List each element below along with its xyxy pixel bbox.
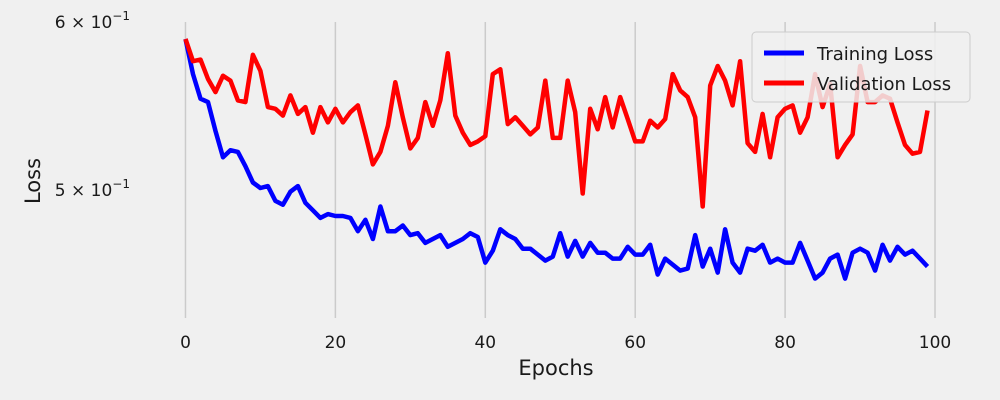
y-tick-mantissa: 5 × 10 [55,181,113,201]
legend: Training Loss Validation Loss [751,31,971,103]
y-tick-mantissa: 6 × 10 [55,13,113,33]
validation-loss-line [183,38,930,209]
x-tick-label: 0 [180,333,191,353]
legend-label-validation: Validation Loss [817,74,951,95]
x-tick-label: 60 [624,333,646,353]
x-axis-label: Epochs [518,356,593,380]
x-tick-label: 100 [919,333,951,353]
x-tick-label: 40 [474,333,496,353]
x-tick-label: 20 [325,333,347,353]
y-tick-labels: 5 × 10−16 × 10−1 [55,9,130,201]
legend-box [751,31,971,103]
series-lines [183,38,930,281]
training-loss-line [183,38,930,281]
y-tick-exponent: −1 [112,9,130,23]
y-axis-label: Loss [21,158,45,204]
x-tick-label: 80 [774,333,796,353]
x-tick-labels: 0 20 40 60 80 100 [180,333,951,353]
y-tick-label: 6 × 10−1 [55,9,130,33]
y-tick-exponent: −1 [112,177,130,191]
y-tick-label: 5 × 10−1 [55,177,130,201]
legend-label-training: Training Loss [816,44,933,65]
